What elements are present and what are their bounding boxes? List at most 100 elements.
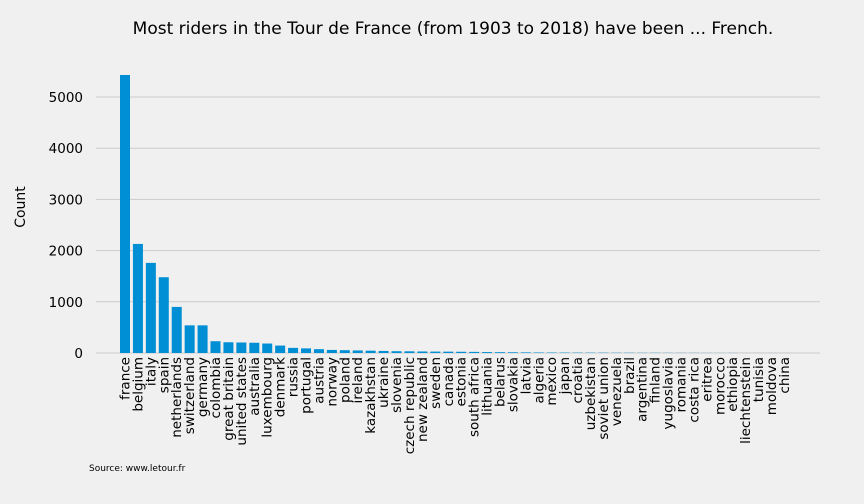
x-tick-label: tunisia: [751, 357, 767, 402]
bar: [533, 352, 544, 353]
x-tick-label: ukraine: [376, 357, 392, 408]
grid-lines: [96, 96, 820, 354]
x-tick-label: norway: [324, 357, 340, 407]
x-tick-label: portugal: [299, 357, 315, 414]
x-tick-label: mexico: [544, 357, 560, 406]
x-tick-label: costa rica: [686, 357, 702, 423]
bar: [210, 341, 221, 353]
x-tick-label: ethiopia: [725, 357, 741, 412]
bar: [378, 350, 389, 353]
bar: [184, 325, 195, 353]
bar: [391, 351, 402, 353]
x-tick-label: soviet union: [596, 357, 612, 440]
x-tick-label: russia: [286, 357, 302, 397]
bar: [275, 345, 286, 353]
y-tick-label: 1000: [49, 295, 83, 311]
x-tick-label: venezuela: [609, 357, 625, 426]
y-tick-labels: 0 1000 2000 3000 4000 5000: [49, 90, 83, 362]
bar: [352, 350, 363, 353]
bar: [262, 343, 273, 353]
y-axis-label: Count: [13, 186, 29, 228]
x-tick-label: lithuania: [480, 357, 496, 416]
x-tick-label: slovakia: [505, 357, 521, 412]
y-tick-label: 2000: [49, 244, 83, 260]
x-tick-label: luxembourg: [260, 357, 276, 438]
x-tick-label: argentina: [635, 357, 651, 422]
x-tick-label: great britain: [221, 357, 237, 441]
x-tick-labels: francebelgiumitalyspainnetherlandsswitze…: [118, 357, 793, 454]
y-tick-label: 5000: [49, 90, 83, 106]
bar: [326, 349, 337, 353]
x-tick-label: finland: [648, 357, 664, 403]
x-tick-label: morocco: [712, 357, 728, 415]
x-tick-label: belarus: [492, 357, 508, 407]
bar: [507, 352, 518, 353]
bar: [365, 350, 376, 353]
y-tick-label: 3000: [49, 192, 83, 208]
bar: [236, 342, 247, 353]
x-tick-label: australia: [247, 357, 263, 416]
chart-title: Most riders in the Tour de France (from …: [133, 19, 774, 39]
x-tick-label: netherlands: [169, 357, 185, 438]
x-tick-label: kazakhstan: [363, 357, 379, 434]
x-tick-label: ireland: [350, 357, 366, 403]
bar: [339, 350, 350, 353]
x-tick-label: austria: [311, 357, 327, 404]
bar: [197, 325, 208, 353]
x-tick-label: japan: [557, 357, 573, 395]
x-tick-label: colombia: [208, 357, 224, 418]
x-tick-label: poland: [337, 357, 353, 403]
x-tick-label: germany: [195, 357, 211, 417]
x-tick-label: italy: [143, 357, 159, 386]
x-tick-label: slovenia: [389, 357, 405, 413]
x-tick-label: china: [777, 357, 793, 394]
bar: [288, 347, 299, 353]
x-tick-label: new zealand: [415, 357, 431, 442]
x-tick-label: romania: [673, 357, 689, 413]
x-tick-label: switzerland: [182, 357, 198, 434]
x-tick-label: algeria: [531, 357, 547, 403]
x-tick-label: yugoslavia: [661, 357, 677, 429]
bar: [456, 351, 467, 353]
bar: [132, 243, 143, 353]
y-tick-label: 0: [74, 346, 83, 362]
bar: [520, 352, 531, 353]
bar: [145, 262, 156, 353]
bar: [171, 306, 182, 353]
x-tick-label: brazil: [622, 357, 638, 394]
source-note: Source: www.letour.fr: [89, 464, 186, 474]
bar: [313, 349, 324, 353]
x-tick-label: france: [118, 357, 134, 400]
x-tick-label: south africa: [467, 357, 483, 437]
x-tick-label: spain: [156, 357, 172, 393]
x-tick-label: denmark: [273, 357, 289, 417]
x-tick-label: sweden: [428, 357, 444, 409]
x-tick-label: estonia: [454, 357, 470, 406]
bar: [494, 352, 505, 353]
bar: [120, 74, 130, 353]
bar: [482, 352, 493, 353]
bar: [158, 277, 169, 353]
bar: [443, 351, 454, 353]
bar: [430, 351, 441, 353]
x-tick-label: czech republic: [402, 357, 418, 454]
x-tick-label: eritrea: [699, 357, 715, 402]
bar: [223, 342, 234, 353]
x-tick-label: latvia: [518, 357, 534, 394]
x-tick-label: united states: [234, 357, 250, 446]
y-tick-label: 4000: [49, 141, 83, 157]
x-tick-label: moldova: [764, 357, 780, 415]
bar: [301, 348, 312, 353]
x-tick-label: uzbekistan: [583, 357, 599, 430]
x-tick-label: croatia: [570, 357, 586, 404]
bars: [120, 74, 790, 353]
x-tick-label: canada: [441, 357, 457, 406]
bar: [404, 351, 415, 353]
bar: [469, 351, 480, 353]
x-tick-label: belgium: [130, 357, 146, 412]
bar: [417, 351, 428, 353]
x-tick-label: liechtenstein: [738, 357, 754, 444]
bar: [249, 342, 260, 353]
